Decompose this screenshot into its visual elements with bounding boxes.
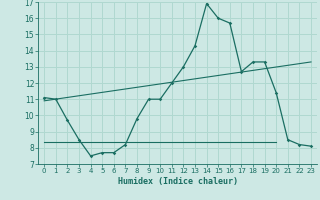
X-axis label: Humidex (Indice chaleur): Humidex (Indice chaleur) [118, 177, 238, 186]
